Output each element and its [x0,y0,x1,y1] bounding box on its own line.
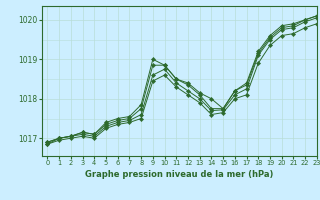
X-axis label: Graphe pression niveau de la mer (hPa): Graphe pression niveau de la mer (hPa) [85,170,273,179]
